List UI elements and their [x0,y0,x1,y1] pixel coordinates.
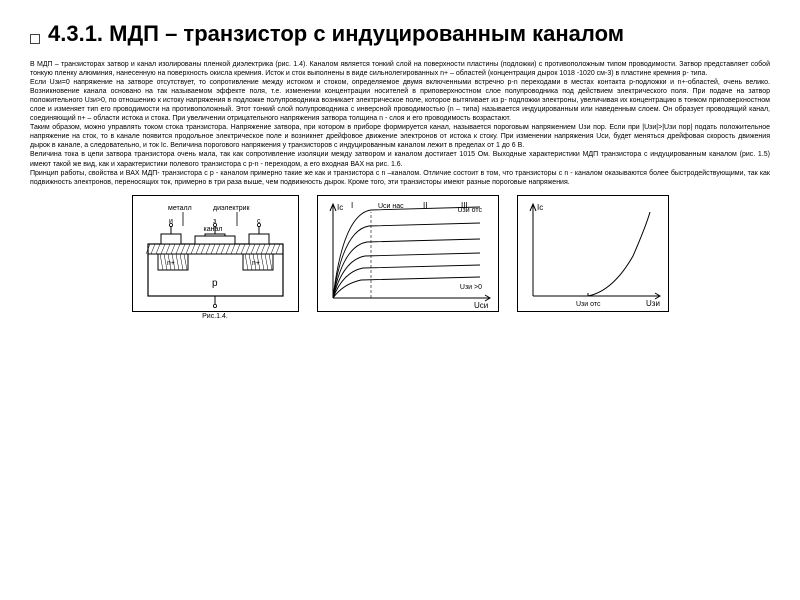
svg-text:з: з [213,218,216,225]
svg-text:Uзи: Uзи [646,299,660,308]
svg-text:n+: n+ [252,260,260,267]
figure-1-6-box: Ic Uзи Uзи отс [517,195,669,312]
svg-text:I: I [351,201,353,210]
svg-text:n+: n+ [167,260,175,267]
figure-1-6: Ic Uзи Uзи отс [517,195,669,320]
title-bullet [30,34,40,44]
paragraph-4: Величина тока в цепи затвора транзистора… [30,150,770,168]
svg-text:Uси: Uси [474,301,488,310]
figure-1-4-svg: металл диэлектрик и з с n+ n+ канал p [133,196,298,311]
svg-text:Ic: Ic [337,203,343,212]
figure-1-5-svg: IcUсиIUси насIIIIIUзи >0Uзи отс [318,196,498,311]
paragraph-3: Таким образом, можно управлять током сто… [30,123,770,150]
svg-text:с: с [257,218,261,225]
figure-1-5: IcUсиIUси насIIIIIUзи >0Uзи отс [317,195,499,320]
paragraph-1: В МДП – транзисторах затвор и канал изол… [30,60,770,78]
svg-text:канал: канал [203,226,222,233]
svg-text:металл: металл [168,205,192,212]
body-text: В МДП – транзисторах затвор и канал изол… [30,60,770,187]
svg-text:диэлектрик: диэлектрик [213,205,251,212]
paragraph-2: Если Uзи=0 напряжение на затворе отсутст… [30,78,770,123]
slide: 4.3.1. МДП – транзистор с индуцированным… [0,0,800,600]
svg-text:Uзи отс: Uзи отс [457,207,482,214]
figure-1-6-svg: Ic Uзи Uзи отс [518,196,668,311]
figure-1-4: металл диэлектрик и з с n+ n+ канал p Рис.1.4. [132,195,299,320]
paragraph-5: Принцип работы, свойства и ВАХ МДП- тран… [30,169,770,187]
slide-title: 4.3.1. МДП – транзистор с индуцированным… [30,20,770,48]
svg-text:Ic: Ic [537,203,543,212]
figure-1-5-box: IcUсиIUси насIIIIIUзи >0Uзи отс [317,195,499,312]
figure-1-4-caption: Рис.1.4. [132,313,299,320]
svg-text:Uзи >0: Uзи >0 [459,284,481,291]
svg-text:и: и [169,218,173,225]
svg-text:p: p [212,278,218,289]
figure-1-4-box: металл диэлектрик и з с n+ n+ канал p [132,195,299,312]
svg-text:Uзи отс: Uзи отс [576,301,601,308]
figures-row: металл диэлектрик и з с n+ n+ канал p Рис.1.4. I… [30,195,770,320]
